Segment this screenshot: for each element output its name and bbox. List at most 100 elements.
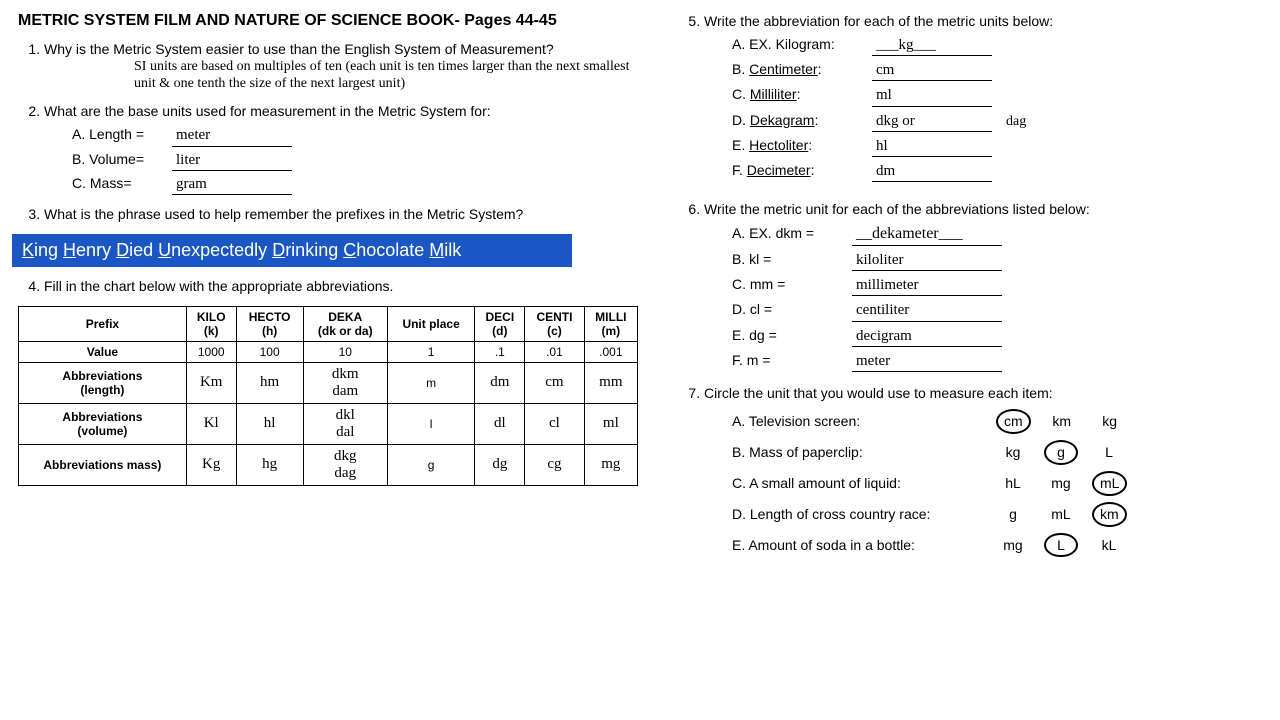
q6-label: B. kl = <box>732 250 842 269</box>
q2-item: A. Length = meter <box>72 125 642 146</box>
q7-option: g <box>1044 440 1078 465</box>
q6-item: D. cl =centiliter <box>732 300 1262 321</box>
q5-answer: ___kg___ <box>872 35 992 56</box>
q1-answer: SI units are based on multiples of ten (… <box>44 59 642 93</box>
q6-item: A. EX. dkm = __dekameter___ <box>732 223 1262 246</box>
q5-after: dag <box>1006 113 1026 132</box>
table-row: Value1000100101.1.01.001 <box>19 341 638 362</box>
q6-item: F. m =meter <box>732 351 1262 372</box>
table-header: DEKA(dk or da) <box>303 306 387 341</box>
q6-answer: __dekameter___ <box>852 223 1002 246</box>
q7-option: L <box>1092 443 1126 462</box>
table-cell: dkmdam <box>303 362 387 403</box>
q7-label: D. Length of cross country race: <box>732 505 982 524</box>
table-cell: 100 <box>236 341 303 362</box>
q6-label: A. EX. dkm = <box>732 224 842 243</box>
q7-option: hL <box>996 474 1030 493</box>
q7-option: g <box>996 505 1030 524</box>
row-head: Abbreviations(length) <box>19 362 187 403</box>
table-header: KILO(k) <box>186 306 236 341</box>
table-cell: dkgdag <box>303 444 387 485</box>
q5-item: D. Dekagram: dkg or dag <box>732 111 1262 132</box>
q7-label: B. Mass of paperclip: <box>732 443 982 462</box>
q2-label: A. Length = <box>72 125 162 144</box>
table-cell: dm <box>475 362 525 403</box>
q2-answer: gram <box>172 174 292 195</box>
q2-answer: meter <box>172 125 292 146</box>
table-cell: l <box>387 403 475 444</box>
table-cell: dl <box>475 403 525 444</box>
table-header: DECI(d) <box>475 306 525 341</box>
q1-text: Why is the Metric System easier to use t… <box>44 41 554 57</box>
q6-answer: meter <box>852 351 1002 372</box>
q4-text: Fill in the chart below with the appropr… <box>44 278 393 294</box>
q5-label: E. Hectoliter: <box>732 136 862 155</box>
q5-answer: dm <box>872 161 992 182</box>
q6: Write the metric unit for each of the ab… <box>704 200 1262 372</box>
table-header: MILLI(m) <box>584 306 637 341</box>
q7-option: kg <box>996 443 1030 462</box>
table-cell: m <box>387 362 475 403</box>
q7-option: km <box>1092 502 1127 527</box>
table-cell: ml <box>584 403 637 444</box>
q7-item: B. Mass of paperclip: kggL <box>732 440 1262 465</box>
q6-item: B. kl =kiloliter <box>732 250 1262 271</box>
q6-label: E. dg = <box>732 326 842 345</box>
table-header: HECTO(h) <box>236 306 303 341</box>
q7-option: mL <box>1044 505 1078 524</box>
questions-left: Why is the Metric System easier to use t… <box>18 40 642 224</box>
q7-item: A. Television screen:cmkmkg <box>732 409 1262 434</box>
table-cell: hl <box>236 403 303 444</box>
q5-label: C. Milliliter: <box>732 85 862 104</box>
q2: What are the base units used for measure… <box>44 102 642 195</box>
q7-label: A. Television screen: <box>732 412 982 431</box>
questions-right: Write the abbreviation for each of the m… <box>678 12 1262 557</box>
q7-option: mg <box>996 536 1030 555</box>
table-cell: 1000 <box>186 341 236 362</box>
q6-answer: decigram <box>852 326 1002 347</box>
q2-answer: liter <box>172 150 292 171</box>
q7-item: C. A small amount of liquid:hLmgmL <box>732 471 1262 496</box>
table-cell: .1 <box>475 341 525 362</box>
q7: Circle the unit that you would use to me… <box>704 384 1262 557</box>
q6-answer: centiliter <box>852 300 1002 321</box>
q6-label: C. mm = <box>732 275 842 294</box>
table-cell: cg <box>525 444 584 485</box>
q5-text: Write the abbreviation for each of the m… <box>704 13 1053 29</box>
table-cell: cm <box>525 362 584 403</box>
q2-label: B. Volume= <box>72 150 162 169</box>
table-cell: mg <box>584 444 637 485</box>
q6-item: E. dg = decigram <box>732 326 1262 347</box>
q7-option: km <box>1045 412 1079 431</box>
q2-label: C. Mass= <box>72 174 162 193</box>
q7-item: D. Length of cross country race: gmL km <box>732 502 1262 527</box>
q7-option: cm <box>996 409 1031 434</box>
q7-option: mL <box>1092 471 1127 496</box>
table-cell: Kg <box>186 444 236 485</box>
table-cell: .01 <box>525 341 584 362</box>
q5-item: B. Centimeter:cm <box>732 60 1262 81</box>
q7-item: E. Amount of soda in a bottle:mgLkL <box>732 533 1262 558</box>
table-cell: g <box>387 444 475 485</box>
questions-left-cont: Fill in the chart below with the appropr… <box>18 277 642 296</box>
q5-label: A. EX. Kilogram: <box>732 35 862 54</box>
table-row: Abbreviations(volume)Klhldkldalldlclml <box>19 403 638 444</box>
q7-option: kL <box>1092 536 1126 555</box>
table-cell: hg <box>236 444 303 485</box>
q5-label: D. Dekagram: <box>732 111 862 130</box>
worksheet-title: METRIC SYSTEM FILM AND NATURE OF SCIENCE… <box>18 12 642 30</box>
q6-answer: millimeter <box>852 275 1002 296</box>
q5-answer: dkg or <box>872 111 992 132</box>
table-cell: .001 <box>584 341 637 362</box>
table-cell: 1 <box>387 341 475 362</box>
table-cell: hm <box>236 362 303 403</box>
q7-label: E. Amount of soda in a bottle: <box>732 536 982 555</box>
table-row: Abbreviations mass)Kghgdkgdaggdgcgmg <box>19 444 638 485</box>
row-head: Abbreviations mass) <box>19 444 187 485</box>
q3: What is the phrase used to help remember… <box>44 205 642 224</box>
table-cell: dg <box>475 444 525 485</box>
row-head: Abbreviations(volume) <box>19 403 187 444</box>
table-cell: Kl <box>186 403 236 444</box>
q1: Why is the Metric System easier to use t… <box>44 40 642 92</box>
table-header: Prefix <box>19 306 187 341</box>
